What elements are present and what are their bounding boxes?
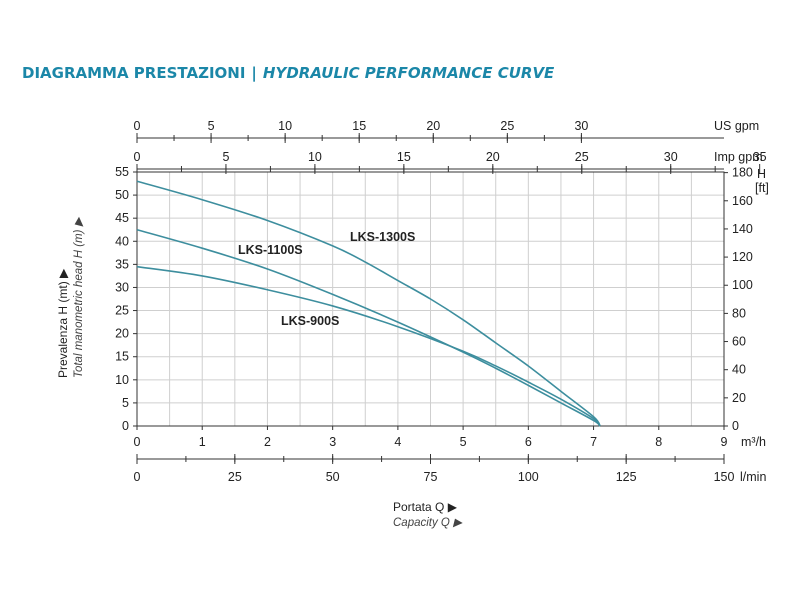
unit-us-gpm: US gpm [714, 119, 759, 133]
x-tick-label: 4 [394, 435, 401, 449]
svg-text:Portata Q ▶: Portata Q ▶ [393, 500, 458, 514]
unit-lmin: l/min [740, 470, 766, 484]
y-tick-label: 50 [115, 188, 129, 202]
imp-gpm-axis-tick-label: 15 [397, 150, 411, 164]
x-tick-label: 3 [329, 435, 336, 449]
title-english: HYDRAULIC PERFORMANCE CURVE [262, 64, 555, 82]
imp-gpm-axis-tick-label: 30 [664, 150, 678, 164]
curve-labels: LKS-1300S LKS-1100S LKS-900S [238, 230, 415, 328]
x-axis-sublabel: Capacity Q [393, 517, 450, 529]
curve-lks-1100s [136, 228, 601, 427]
us-gpm-axis-tick-label: 10 [278, 119, 292, 133]
y-tick-label: 30 [115, 280, 129, 294]
unit-m3h: m³/h [741, 435, 766, 449]
ft-tick-label: 180 [732, 166, 753, 180]
y-tick-label: 20 [115, 327, 129, 341]
ft-tick-label: 40 [732, 363, 746, 377]
curve-lks-1300s [136, 180, 601, 427]
ft-tick-label: 160 [732, 194, 753, 208]
label-lks-900s: LKS-900S [281, 314, 339, 328]
us-gpm-axis-tick-label: 25 [500, 119, 514, 133]
y-axis-title: Prevalenza H (mt) ▶ Total manometric hea… [56, 216, 85, 378]
unit-ft: [ft] [755, 181, 769, 195]
x-axis-label: Portata Q [393, 500, 444, 514]
label-lks-1100s: LKS-1100S [238, 243, 303, 257]
imp-gpm-axis-tick-label: 25 [575, 150, 589, 164]
y-tick-label: 40 [115, 234, 129, 248]
y-tick-label: 15 [115, 350, 129, 364]
x-tick-label: 5 [460, 435, 467, 449]
us-gpm-axis-tick-label: 5 [208, 119, 215, 133]
ft-tick-label: 100 [732, 278, 753, 292]
x-tick-label: 0 [134, 435, 141, 449]
y-tick-label: 25 [115, 304, 129, 318]
x-tick-label: 2 [264, 435, 271, 449]
y-tick-label: 45 [115, 211, 129, 225]
ft-tick-label: 0 [732, 419, 739, 433]
ft-tick-label: 60 [732, 335, 746, 349]
curve-lks-900s [136, 265, 601, 427]
ft-tick-label: 120 [732, 250, 753, 264]
lmin-axis-tick-label: 25 [228, 470, 242, 484]
svg-text:Capacity Q ▶: Capacity Q ▶ [393, 517, 463, 529]
chart-title: DIAGRAMMA PRESTAZIONI | HYDRAULIC PERFORMA… [22, 64, 554, 82]
lmin-axis-tick-label: 0 [134, 470, 141, 484]
ft-tick-label: 80 [732, 306, 746, 320]
svg-text:Total manometric head H (m) ▶: Total manometric head H (m) ▶ [73, 216, 85, 378]
x-tick-label: 8 [655, 435, 662, 449]
x-tick-label: 7 [590, 435, 597, 449]
ft-tick-label: 140 [732, 222, 753, 236]
us-gpm-axis-tick-label: 0 [134, 119, 141, 133]
x-axis-title: Portata Q ▶ Capacity Q ▶ [393, 500, 463, 529]
unit-h: H [757, 167, 766, 181]
y-tick-label: 10 [115, 373, 129, 387]
x-tick-label: 1 [199, 435, 206, 449]
plot-frame [136, 171, 725, 427]
label-lks-1300s: LKS-1300S [350, 230, 415, 244]
y-axis-label: Prevalenza H (mt) [56, 281, 70, 378]
imp-gpm-axis-tick-label: 20 [486, 150, 500, 164]
us-gpm-axis-tick-label: 15 [352, 119, 366, 133]
imp-gpm-axis-tick-label: 5 [222, 150, 229, 164]
curves [136, 180, 601, 427]
ft-tick-label: 20 [732, 391, 746, 405]
lmin-axis-tick-label: 75 [424, 470, 438, 484]
y-tick-label: 0 [122, 419, 129, 433]
imp-gpm-axis-tick-label: 0 [134, 150, 141, 164]
imp-gpm-axis-tick-label: 35 [753, 150, 767, 164]
us-gpm-axis-tick-label: 20 [426, 119, 440, 133]
imp-gpm-axis-tick-label: 10 [308, 150, 322, 164]
x-tick-label: 6 [525, 435, 532, 449]
tick-labels: 0510152025303540455055020406080100120140… [115, 119, 767, 484]
y-tick-label: 35 [115, 257, 129, 271]
x-tick-label: 9 [721, 435, 728, 449]
axes [133, 133, 761, 464]
y-tick-label: 55 [115, 165, 129, 179]
title-italian: DIAGRAMMA PRESTAZIONI [22, 64, 246, 82]
lmin-axis-tick-label: 50 [326, 470, 340, 484]
lmin-axis-tick-label: 125 [616, 470, 637, 484]
y-tick-label: 5 [122, 396, 129, 410]
lmin-axis-tick-label: 150 [714, 470, 735, 484]
lmin-axis-tick-label: 100 [518, 470, 539, 484]
title-separator: | [251, 64, 257, 82]
us-gpm-axis-tick-label: 30 [574, 119, 588, 133]
y-axis-sublabel: Total manometric head H (m) [73, 229, 85, 378]
unit-imp-gpm: Imp gpm [714, 150, 763, 164]
svg-text:Prevalenza H (mt) ▶: Prevalenza H (mt) ▶ [56, 268, 70, 378]
